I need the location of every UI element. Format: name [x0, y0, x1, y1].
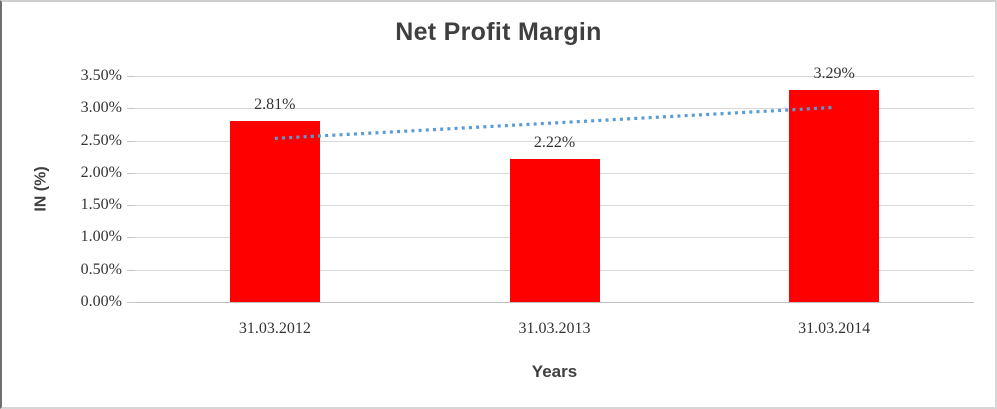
y-tickmark — [127, 237, 135, 239]
bar-data-label: 2.81% — [254, 95, 296, 113]
x-axis-title: Years — [531, 362, 578, 381]
y-tickmark — [127, 76, 135, 77]
y-tickmark — [127, 205, 135, 207]
bar-data-label: 3.29% — [813, 64, 855, 82]
y-tickmark — [127, 140, 135, 142]
bar-data-label: 2.22% — [533, 133, 576, 151]
bar-31.03.2014 — [789, 89, 880, 302]
y-tickmark — [127, 108, 135, 110]
plot-area: 2.81% 2.22% 3.29% — [135, 65, 974, 303]
y-tickmark — [127, 269, 135, 271]
y-tickmark — [127, 172, 135, 174]
gridline — [135, 140, 974, 142]
y-tick-label: 1.50% — [80, 196, 122, 214]
y-tickmark — [127, 302, 135, 303]
x-tick-label: 31.03.2012 — [238, 320, 311, 337]
y-tick-label: 1.00% — [80, 228, 122, 246]
y-tick-label: 0.50% — [80, 260, 122, 278]
gridline — [135, 108, 974, 110]
x-tick-label: 31.03.2013 — [518, 320, 591, 337]
y-tick-label: 2.00% — [80, 163, 122, 181]
y-tick-label: 0.00% — [80, 293, 122, 310]
y-tick-label: 3.50% — [80, 67, 122, 84]
bar-31.03.2012 — [229, 120, 320, 302]
y-tick-label: 3.00% — [80, 99, 122, 117]
chart-title: Net Profit Margin — [395, 18, 602, 46]
y-tick-label: 2.50% — [80, 131, 122, 149]
gridline — [135, 76, 974, 77]
x-tick-label: 31.03.2014 — [798, 320, 871, 337]
bar-31.03.2013 — [509, 158, 600, 302]
